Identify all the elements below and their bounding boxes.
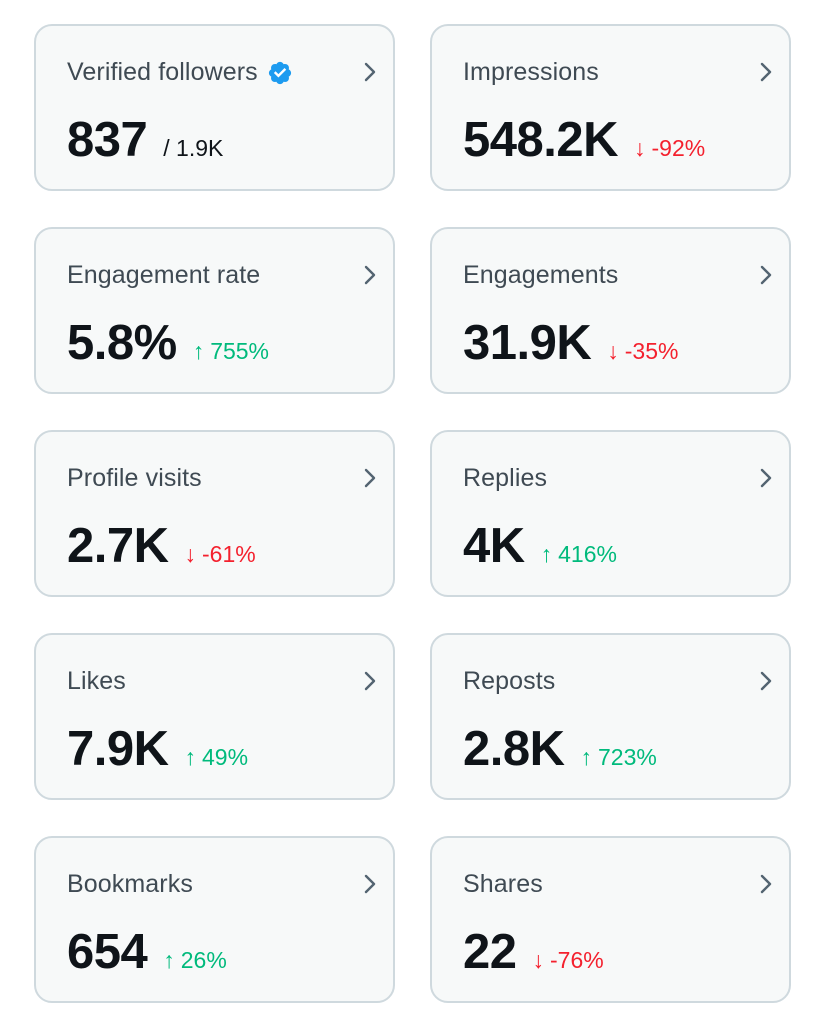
card-label: Engagement rate xyxy=(67,261,260,290)
metric-change-value: 26% xyxy=(180,947,227,973)
card-label-text: Profile visits xyxy=(67,464,202,492)
card-reposts[interactable]: Reposts 2.8K ↑ 723% xyxy=(430,633,791,800)
metric-value: 2.8K xyxy=(463,722,565,776)
chevron-right-icon xyxy=(361,669,379,693)
metric-change: ↑ 755% xyxy=(193,338,269,365)
card-bookmarks[interactable]: Bookmarks 654 ↑ 26% xyxy=(34,836,395,1003)
metric-change-value: 416% xyxy=(558,541,617,567)
card-value-row: 2.7K ↓ -61% xyxy=(67,518,256,574)
metric-value: 837 xyxy=(67,113,148,167)
card-label-text: Likes xyxy=(67,667,126,695)
chevron-right-icon xyxy=(757,60,775,84)
card-value-row: 837 / 1.9K xyxy=(67,112,223,168)
metric-value: 2.7K xyxy=(67,519,169,573)
card-profile-visits[interactable]: Profile visits 2.7K ↓ -61% xyxy=(34,430,395,597)
card-label-text: Reposts xyxy=(463,667,556,695)
metric-change: ↑ 49% xyxy=(185,744,249,771)
metric-change-value: -92% xyxy=(651,135,706,161)
card-value-row: 5.8% ↑ 755% xyxy=(67,315,269,371)
card-value-row: 22 ↓ -76% xyxy=(463,924,604,980)
card-label-text: Engagements xyxy=(463,261,619,289)
verified-badge-icon xyxy=(267,60,293,86)
card-label: Impressions xyxy=(463,58,599,87)
card-label: Shares xyxy=(463,870,543,899)
arrow-up-icon: ↑ xyxy=(192,338,205,364)
card-engagement-rate[interactable]: Engagement rate 5.8% ↑ 755% xyxy=(34,227,395,394)
metric-value: 654 xyxy=(67,925,148,979)
card-value-row: 548.2K ↓ -92% xyxy=(463,112,705,168)
card-label: Verified followers xyxy=(67,58,293,87)
metric-value: 22 xyxy=(463,925,517,979)
card-replies[interactable]: Replies 4K ↑ 416% xyxy=(430,430,791,597)
metric-value: 7.9K xyxy=(67,722,169,776)
card-verified-followers[interactable]: Verified followers 837 / 1.9K xyxy=(34,24,395,191)
chevron-right-icon xyxy=(361,263,379,287)
metric-change-value: 723% xyxy=(598,744,657,770)
arrow-up-icon: ↑ xyxy=(184,744,197,770)
metric-change: ↓ -76% xyxy=(533,947,604,974)
metric-change: ↓ -61% xyxy=(185,541,256,568)
arrow-down-icon: ↓ xyxy=(532,947,545,973)
arrow-down-icon: ↓ xyxy=(184,541,197,567)
arrow-up-icon: ↑ xyxy=(540,541,553,567)
chevron-right-icon xyxy=(757,872,775,896)
card-value-row: 4K ↑ 416% xyxy=(463,518,617,574)
arrow-up-icon: ↑ xyxy=(580,744,593,770)
metric-value: 31.9K xyxy=(463,316,592,370)
card-value-row: 2.8K ↑ 723% xyxy=(463,721,657,777)
chevron-right-icon xyxy=(361,872,379,896)
metric-change: ↓ -92% xyxy=(634,135,705,162)
metric-change: ↑ 26% xyxy=(163,947,227,974)
card-label: Likes xyxy=(67,667,126,696)
metric-total: / 1.9K xyxy=(163,135,224,161)
card-label-text: Shares xyxy=(463,870,543,898)
card-label-text: Bookmarks xyxy=(67,870,193,898)
metric-change: ↓ -35% xyxy=(607,338,678,365)
arrow-down-icon: ↓ xyxy=(607,338,619,364)
card-label: Profile visits xyxy=(67,464,202,493)
chevron-right-icon xyxy=(361,60,379,84)
card-engagements[interactable]: Engagements 31.9K ↓ -35% xyxy=(430,227,791,394)
chevron-right-icon xyxy=(757,466,775,490)
card-value-row: 31.9K ↓ -35% xyxy=(463,315,678,371)
metric-change-value: -61% xyxy=(202,541,256,567)
card-label: Replies xyxy=(463,464,547,493)
card-label-text: Verified followers xyxy=(67,58,258,86)
card-likes[interactable]: Likes 7.9K ↑ 49% xyxy=(34,633,395,800)
metric-value: 4K xyxy=(463,519,525,573)
chevron-right-icon xyxy=(757,263,775,287)
arrow-up-icon: ↑ xyxy=(163,947,175,973)
metric-change: ↑ 723% xyxy=(581,744,657,771)
metric-change-value: 49% xyxy=(202,744,249,770)
card-label: Bookmarks xyxy=(67,870,193,899)
card-value-row: 7.9K ↑ 49% xyxy=(67,721,248,777)
chevron-right-icon xyxy=(757,669,775,693)
metric-change: ↑ 416% xyxy=(541,541,617,568)
metric-change-value: 755% xyxy=(210,338,270,364)
card-label-text: Engagement rate xyxy=(67,261,261,289)
card-value-row: 654 ↑ 26% xyxy=(67,924,227,980)
chevron-right-icon xyxy=(361,466,379,490)
metric-change-value: -35% xyxy=(624,338,679,364)
card-impressions[interactable]: Impressions 548.2K ↓ -92% xyxy=(430,24,791,191)
card-label: Engagements xyxy=(463,261,618,290)
card-shares[interactable]: Shares 22 ↓ -76% xyxy=(430,836,791,1003)
metric-value: 548.2K xyxy=(463,113,619,167)
metric-change-value: -76% xyxy=(550,947,604,973)
card-label-text: Impressions xyxy=(463,58,599,86)
card-label: Reposts xyxy=(463,667,555,696)
card-label-text: Replies xyxy=(463,464,548,492)
arrow-down-icon: ↓ xyxy=(634,135,646,161)
metric-value: 5.8% xyxy=(67,316,177,370)
